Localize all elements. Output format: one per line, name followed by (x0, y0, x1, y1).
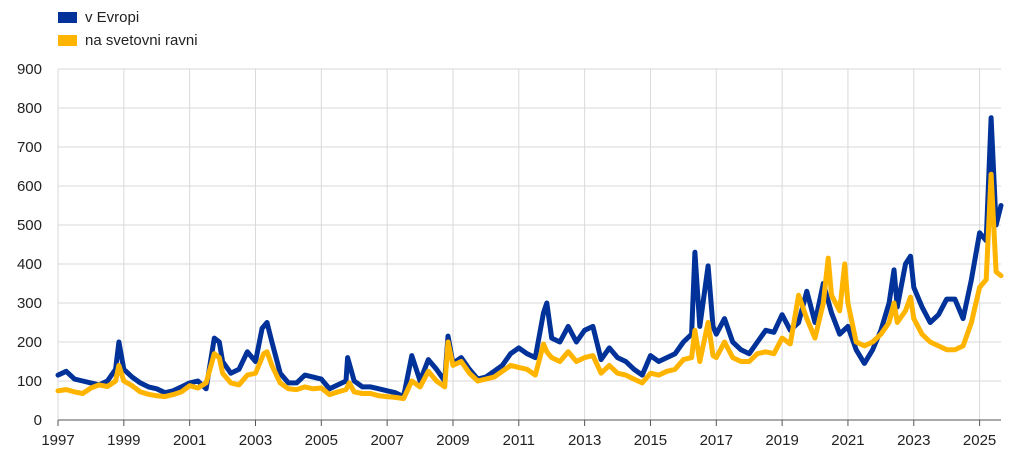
x-tick-label: 2003 (239, 432, 272, 449)
x-tick-label: 2015 (634, 432, 667, 449)
series-layer (55, 115, 1004, 402)
y-tick-label: 400 (17, 256, 42, 273)
y-tick-label: 0 (34, 412, 42, 429)
x-tick-label: 2021 (831, 432, 864, 449)
legend-label-world: na svetovni ravni (85, 32, 198, 49)
x-tick-label: 2007 (370, 432, 403, 449)
grid-layer (57, 68, 1001, 421)
legend-swatch-europe (58, 12, 77, 23)
x-tick-label: 2017 (700, 432, 733, 449)
y-tick-label: 100 (17, 373, 42, 390)
x-tick-label: 2005 (305, 432, 338, 449)
x-tick-label: 2013 (568, 432, 601, 449)
y-tick-label: 800 (17, 100, 42, 117)
y-tick-label: 500 (17, 217, 42, 234)
chart-legend: v Evropi na svetovni ravni (58, 6, 198, 52)
x-tick-label: 2019 (765, 432, 798, 449)
x-tick-label: 2009 (436, 432, 469, 449)
legend-label-europe: v Evropi (85, 9, 140, 26)
series-line-europe (55, 115, 1004, 400)
series-line-world (55, 171, 1004, 402)
legend-item-europe: v Evropi (58, 6, 198, 29)
y-tick-label: 700 (17, 139, 42, 156)
y-tick-label: 300 (17, 295, 42, 312)
y-tick-label: 900 (17, 61, 42, 78)
legend-item-world: na svetovni ravni (58, 29, 198, 52)
x-tick-label: 2001 (173, 432, 206, 449)
x-tick-label: 2023 (897, 432, 930, 449)
y-tick-label: 600 (17, 178, 42, 195)
legend-swatch-world (58, 35, 77, 46)
x-tick-label: 1997 (41, 432, 74, 449)
x-tick-label: 2011 (503, 432, 535, 449)
x-tick-label: 2025 (963, 432, 996, 449)
x-tick-label: 1999 (107, 432, 140, 449)
axis-layer: 0 100 200 300 400 500 600 700 800 900 1997 1999 2001… (17, 61, 1001, 449)
y-tick-label: 200 (17, 334, 42, 351)
